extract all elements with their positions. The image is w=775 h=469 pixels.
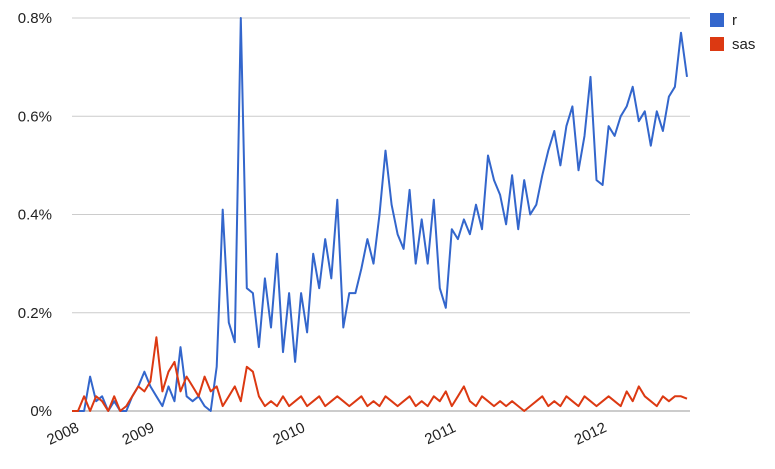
y-tick-label: 0.6% [18,108,52,125]
y-tick-label: 0.4% [18,207,52,224]
y-tick-label: 0.2% [18,305,52,322]
legend-swatch [710,37,724,51]
x-tick-label: 2010 [270,419,307,449]
x-tick-label: 2011 [422,419,458,448]
legend-label: sas [732,36,755,53]
line-r [72,17,688,412]
legend-label: r [732,12,737,29]
y-tick-label: 0.8% [18,10,52,27]
x-tick-label: 2009 [120,419,157,449]
legend-swatch [710,13,724,27]
x-tick-label: 2012 [572,419,609,449]
line-sas [72,336,688,412]
x-tick-label: 2008 [44,419,81,449]
y-tick-label: 0% [30,403,52,420]
